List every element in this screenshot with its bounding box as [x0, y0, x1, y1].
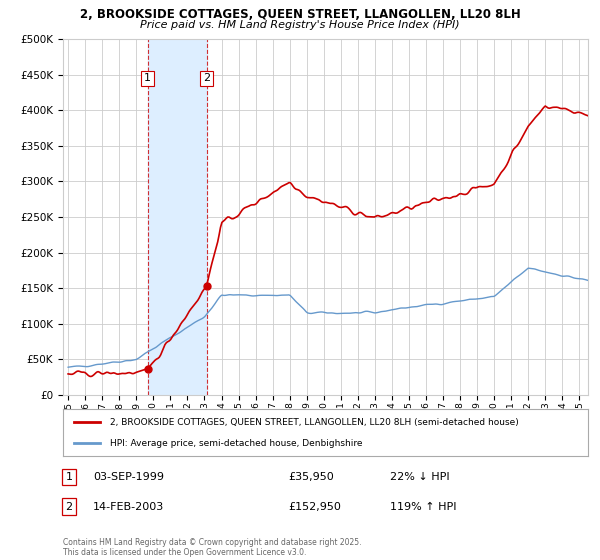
Text: 2, BROOKSIDE COTTAGES, QUEEN STREET, LLANGOLLEN, LL20 8LH: 2, BROOKSIDE COTTAGES, QUEEN STREET, LLA… [80, 8, 520, 21]
Text: 2: 2 [203, 73, 210, 83]
Text: Contains HM Land Registry data © Crown copyright and database right 2025.
This d: Contains HM Land Registry data © Crown c… [63, 538, 361, 557]
Text: 119% ↑ HPI: 119% ↑ HPI [390, 502, 457, 512]
Text: 14-FEB-2003: 14-FEB-2003 [93, 502, 164, 512]
Text: Price paid vs. HM Land Registry's House Price Index (HPI): Price paid vs. HM Land Registry's House … [140, 20, 460, 30]
Text: £152,950: £152,950 [288, 502, 341, 512]
Text: £35,950: £35,950 [288, 472, 334, 482]
Text: 2, BROOKSIDE COTTAGES, QUEEN STREET, LLANGOLLEN, LL20 8LH (semi-detached house): 2, BROOKSIDE COTTAGES, QUEEN STREET, LLA… [110, 418, 519, 427]
Bar [148, 39, 206, 395]
Text: 22% ↓ HPI: 22% ↓ HPI [390, 472, 449, 482]
Text: 03-SEP-1999: 03-SEP-1999 [93, 472, 164, 482]
Text: 1: 1 [65, 472, 73, 482]
Text: HPI: Average price, semi-detached house, Denbighshire: HPI: Average price, semi-detached house,… [110, 438, 363, 447]
Text: 2: 2 [65, 502, 73, 512]
Text: 1: 1 [144, 73, 151, 83]
